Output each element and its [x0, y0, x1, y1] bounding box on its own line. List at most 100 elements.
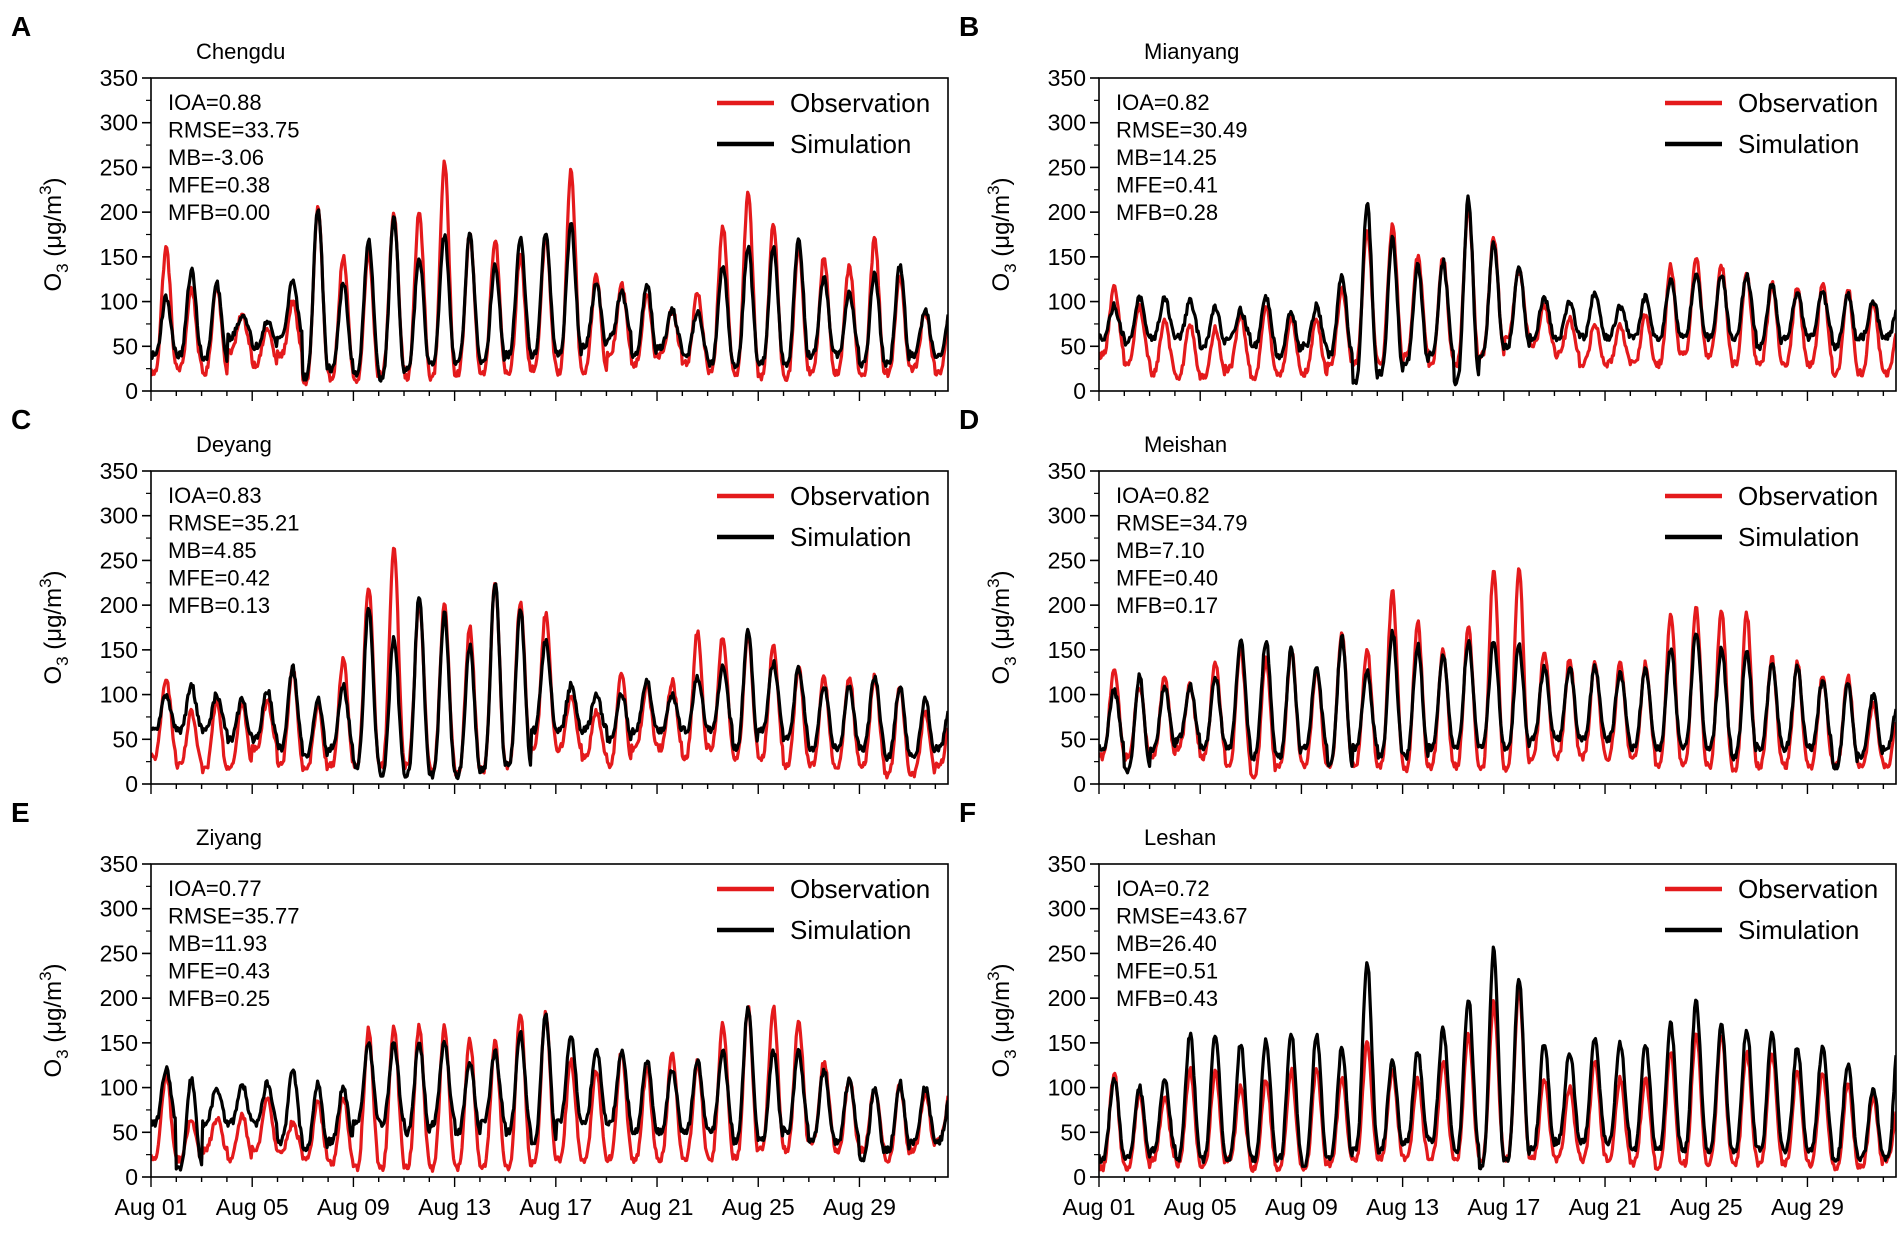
stat-line: MFE=0.42	[168, 566, 270, 591]
y-label-unit: (μg/m	[40, 588, 67, 657]
y-tick-label: 100	[1048, 289, 1086, 315]
y-tick-label: 0	[1073, 771, 1086, 797]
y-tick-label: 100	[100, 1075, 138, 1101]
panel-letter: A	[11, 11, 31, 42]
stat-line: IOA=0.82	[1116, 90, 1210, 115]
y-tick-label: 300	[1048, 503, 1086, 529]
y-tick-label: 300	[1048, 110, 1086, 136]
y-tick-label: 50	[1060, 333, 1086, 359]
stat-line: MB=-3.06	[168, 145, 264, 170]
y-tick-label: 100	[100, 289, 138, 315]
y-label-sub: 3	[53, 656, 72, 665]
y-tick-label: 50	[112, 1119, 138, 1145]
y-tick-label: 50	[112, 726, 138, 752]
y-axis-label: O3 (μg/m3)	[36, 963, 72, 1077]
y-axis-label: O3 (μg/m3)	[984, 963, 1020, 1077]
x-tick-label: Aug 09	[1265, 1194, 1338, 1220]
y-tick-label: 150	[100, 244, 138, 270]
y-tick-label: 200	[100, 199, 138, 225]
x-tick-label: Aug 25	[722, 1194, 795, 1220]
y-label-sup: 3	[984, 578, 1003, 587]
y-label-unit: (μg/m	[40, 195, 67, 264]
x-tick-label: Aug 29	[823, 1194, 896, 1220]
stat-line: MFB=0.43	[1116, 986, 1218, 1011]
y-label-main: O	[40, 666, 67, 685]
stat-line: MFB=0.25	[168, 986, 270, 1011]
y-label-sup: 3	[36, 578, 55, 587]
stat-line: RMSE=35.21	[168, 511, 299, 536]
stat-line: RMSE=34.79	[1116, 511, 1247, 536]
series-line-simulation	[151, 582, 948, 781]
y-label-sup: 3	[984, 971, 1003, 980]
y-label-unit: (μg/m	[988, 588, 1015, 657]
y-label-main: O	[40, 273, 67, 292]
y-tick-label: 350	[100, 458, 138, 484]
panel-city-title: Leshan	[1144, 825, 1216, 850]
panel-city-title: Ziyang	[196, 825, 262, 850]
panel-letter: E	[11, 797, 30, 828]
y-tick-label: 150	[1048, 1030, 1086, 1056]
legend-label-simulation: Simulation	[790, 129, 911, 159]
stat-line: MFE=0.38	[168, 173, 270, 198]
panel-city-title: Chengdu	[196, 39, 285, 64]
x-tick-label: Aug 21	[621, 1194, 694, 1220]
panel-letter: C	[11, 404, 31, 435]
y-label-main: O	[988, 273, 1015, 292]
y-label-unit: (μg/m	[40, 981, 67, 1050]
y-axis-label: O3 (μg/m3)	[984, 570, 1020, 684]
series-line-simulation	[151, 208, 948, 383]
stat-line: MFE=0.41	[1116, 173, 1218, 198]
legend-label-observation: Observation	[790, 481, 930, 511]
y-tick-label: 300	[1048, 896, 1086, 922]
stat-line: MB=4.85	[168, 538, 257, 563]
stat-line: MB=11.93	[168, 931, 267, 956]
legend-label-observation: Observation	[790, 88, 930, 118]
series-line-simulation	[1099, 194, 1896, 387]
panel-letter: D	[959, 404, 979, 435]
y-label-main: O	[988, 1059, 1015, 1078]
x-tick-label: Aug 17	[519, 1194, 592, 1220]
legend-label-simulation: Simulation	[1738, 915, 1859, 945]
stat-line: MFB=0.17	[1116, 593, 1218, 618]
y-tick-label: 100	[1048, 682, 1086, 708]
stat-line: IOA=0.77	[168, 876, 262, 901]
y-tick-label: 200	[100, 985, 138, 1011]
y-tick-label: 50	[1060, 726, 1086, 752]
y-tick-label: 0	[1073, 1164, 1086, 1190]
x-tick-label: Aug 25	[1670, 1194, 1743, 1220]
series-line-observation	[1099, 567, 1896, 780]
x-tick-label: Aug 13	[418, 1194, 491, 1220]
y-tick-label: 100	[100, 682, 138, 708]
y-label-close: )	[40, 177, 67, 185]
y-axis-label: O3 (μg/m3)	[36, 570, 72, 684]
stat-line: IOA=0.72	[1116, 876, 1210, 901]
y-tick-label: 50	[1060, 1119, 1086, 1145]
y-label-sub: 3	[53, 1049, 72, 1058]
y-label-close: )	[988, 963, 1015, 971]
y-tick-label: 250	[100, 547, 138, 573]
panel-f: F Leshan 0 50 100 150 200 250 300 350 Aug 01 Aug 05…	[959, 797, 1897, 1220]
y-tick-label: 250	[100, 940, 138, 966]
y-tick-label: 150	[1048, 244, 1086, 270]
panel-letter: B	[959, 11, 979, 42]
y-tick-label: 50	[112, 333, 138, 359]
y-tick-label: 350	[1048, 65, 1086, 91]
y-label-sub: 3	[1001, 263, 1020, 272]
y-label-sup: 3	[36, 971, 55, 980]
x-tick-label: Aug 13	[1366, 1194, 1439, 1220]
x-tick-label: Aug 01	[1063, 1194, 1136, 1220]
y-label-close: )	[988, 570, 1015, 578]
y-tick-label: 200	[1048, 199, 1086, 225]
y-label-main: O	[40, 1059, 67, 1078]
y-label-sub: 3	[53, 263, 72, 272]
y-tick-label: 150	[100, 637, 138, 663]
legend-label-simulation: Simulation	[790, 915, 911, 945]
y-label-main: O	[988, 666, 1015, 685]
y-tick-label: 250	[1048, 940, 1086, 966]
stat-line: RMSE=33.75	[168, 118, 299, 143]
stat-line: MB=14.25	[1116, 145, 1217, 170]
x-tick-label: Aug 29	[1771, 1194, 1844, 1220]
